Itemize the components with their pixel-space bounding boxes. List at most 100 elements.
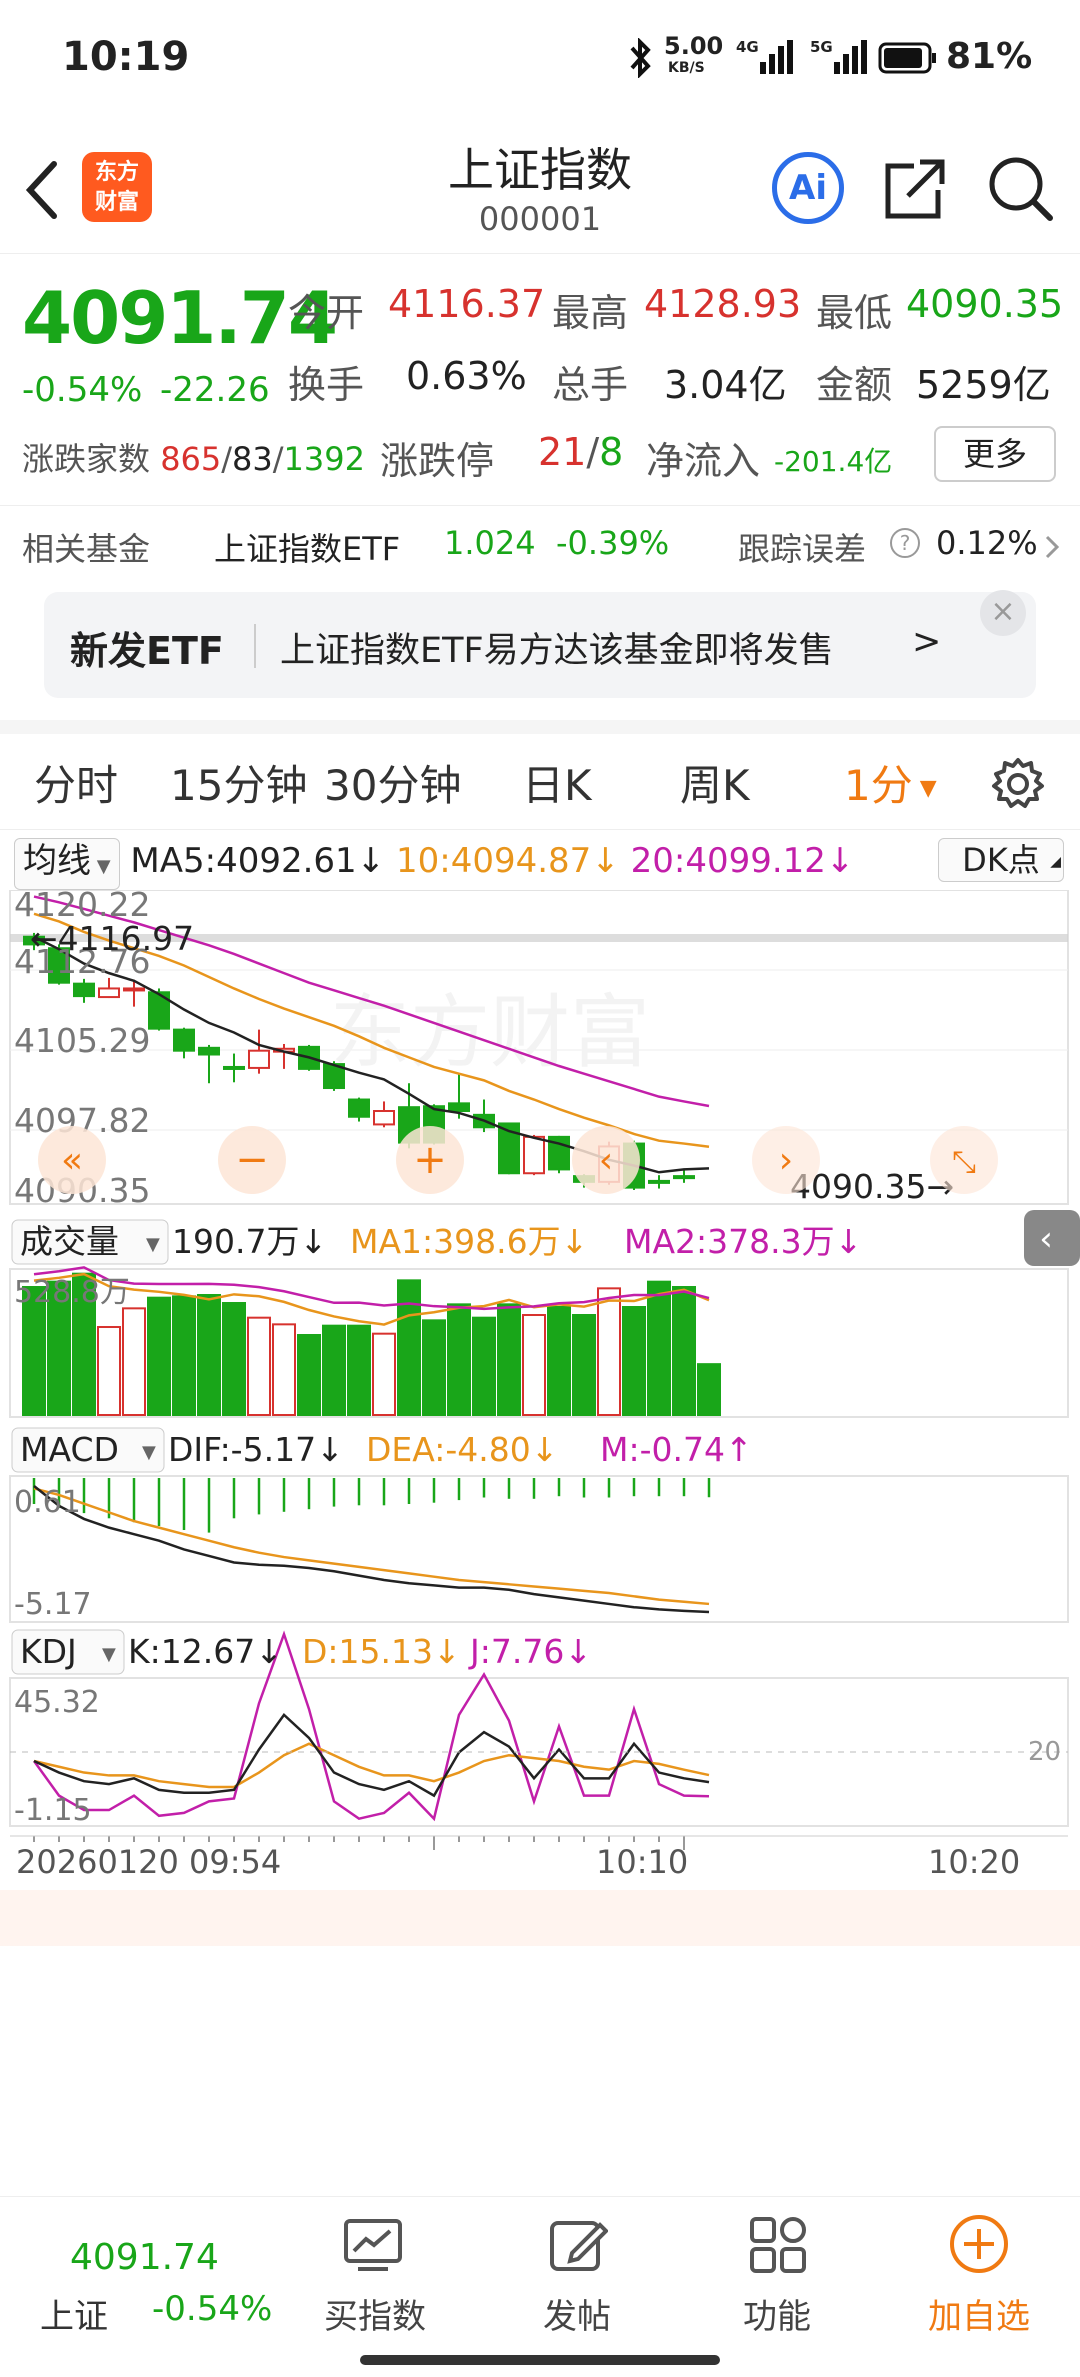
candle-body: [98, 987, 120, 999]
volume-bar: [97, 1326, 121, 1417]
ma10-value: 10:4094.87↓: [395, 841, 620, 881]
kline-chart-area[interactable]: 均线 ▼ MA5:4092.61↓ 10:4094.87↓ 20:4099.12…: [0, 830, 1080, 2130]
bottom-pct: -0.54%: [152, 2289, 273, 2329]
brand-logo-line2: 财富: [94, 190, 139, 215]
dk-point-button[interactable]: DK点 ◢: [938, 838, 1064, 882]
volume-bar: [372, 1332, 396, 1416]
page-title: 上证指数: [448, 143, 632, 197]
brand-logo-line1: 东方: [94, 160, 139, 185]
rewind-button[interactable]: «: [38, 1126, 106, 1194]
ma-selector[interactable]: 均线 ▼: [14, 838, 120, 890]
ma-legend: 均线 ▼ MA5:4092.61↓ 10:4094.87↓ 20:4099.12…: [14, 838, 854, 890]
help-icon[interactable]: ?: [890, 528, 920, 558]
chevron-right-icon: ›: [779, 1140, 793, 1181]
share-icon[interactable]: [880, 154, 950, 224]
functions-label: 功能: [743, 2297, 811, 2337]
limit-values: 21/8: [538, 430, 623, 474]
add-watchlist-button[interactable]: 加自选: [902, 2197, 1056, 2377]
breadth-up: 865: [160, 440, 222, 478]
reset-zoom-button[interactable]: ⤡: [930, 1126, 998, 1194]
search-icon[interactable]: [984, 152, 1058, 226]
fund-name: 上证指数ETF: [214, 530, 401, 568]
open-value: 4116.37: [388, 282, 546, 326]
volume-bar: [522, 1314, 546, 1417]
back-icon[interactable]: [22, 158, 62, 222]
home-indicator: [360, 2355, 720, 2365]
collapse-side-button[interactable]: ‹: [1024, 1210, 1080, 1266]
volume-selector-caret-icon: ▼: [146, 1234, 160, 1255]
amount-value: 5259亿: [916, 363, 1051, 407]
kdj-pane: [32, 1630, 710, 1850]
candle-body: [648, 1179, 670, 1184]
volume-bar: [322, 1324, 346, 1416]
kdj-selector-caret-icon: ▼: [102, 1644, 116, 1665]
kdj-j-line: [32, 1630, 710, 1822]
tab-weekly-k[interactable]: 周K: [680, 761, 750, 810]
time-label-1010: 10:10: [596, 1843, 688, 1881]
fund-price: 1.024: [444, 524, 536, 562]
volume-value: 3.04亿: [664, 363, 787, 407]
banner-divider: [254, 624, 256, 668]
zoom-in-button[interactable]: +: [396, 1126, 464, 1194]
macd-axis-bottom: -5.17: [14, 1587, 92, 1622]
tab-15min[interactable]: 15分钟: [170, 761, 308, 810]
section-separator: [0, 720, 1080, 734]
banner-text: 上证指数ETF易方达该基金即将发售: [280, 631, 834, 671]
volume-bar: [47, 1280, 71, 1416]
ma-selector-caret-icon: ▼: [91, 856, 111, 877]
grid-apps-icon: [750, 2217, 806, 2273]
chart-svg[interactable]: 东方财富 4120.22 4112.76 4105.29 4097.82 409…: [0, 890, 1080, 2130]
macd-dif: DIF:-5.17↓: [168, 1430, 344, 1469]
tab-1min[interactable]: 1分 ▼: [844, 752, 937, 813]
volume-legend: 成交量 ▼ 190.7万↓ MA1:398.6万↓ MA2:378.3万↓: [11, 1219, 862, 1265]
candle-body: [123, 987, 145, 992]
volume-bar: [447, 1303, 471, 1417]
volume-bar: [272, 1323, 296, 1417]
volume-selector[interactable]: [11, 1219, 169, 1265]
high-value: 4128.93: [644, 282, 802, 326]
ma-selector-label: 均线: [23, 841, 91, 881]
volume-bar: [22, 1286, 46, 1417]
candle-body: [498, 1122, 520, 1175]
high-price-marker: ←4116.97: [30, 919, 194, 958]
candle-body: [173, 1028, 195, 1052]
macd-selector[interactable]: [11, 1427, 165, 1473]
change-percent: -0.54%: [22, 370, 143, 410]
chart-trend-icon: [344, 2219, 402, 2271]
price-axis-label: 4112.76: [14, 942, 150, 981]
new-etf-banner[interactable]: 新发ETF 上证指数ETF易方达该基金即将发售 > ×: [44, 590, 1036, 698]
candle-body: [198, 1046, 220, 1056]
kdj-selector[interactable]: [11, 1629, 125, 1675]
step-left-button[interactable]: ‹: [572, 1126, 640, 1194]
volume-bar: [647, 1280, 671, 1416]
volume-bar: [197, 1294, 221, 1417]
tab-timeshare[interactable]: 分时: [34, 761, 119, 810]
volume-label: 总手: [552, 363, 629, 407]
ai-button[interactable]: Ai: [772, 152, 844, 224]
candle-body: [223, 1065, 245, 1070]
volume-bar: [222, 1302, 246, 1416]
settings-gear-icon[interactable]: [990, 756, 1046, 812]
volume-bar: [247, 1316, 271, 1416]
kdj-k: K:12.67↓: [128, 1632, 283, 1671]
brand-logo[interactable]: 东方 财富: [82, 152, 152, 222]
close-icon[interactable]: ×: [980, 590, 1026, 636]
breadth-label: 涨跌家数: [22, 440, 151, 478]
more-button[interactable]: 更多: [934, 426, 1056, 482]
tab-30min[interactable]: 30分钟: [324, 761, 462, 810]
related-fund-row[interactable]: 相关基金 上证指数ETF 1.024 -0.39% 跟踪误差 ? 0.12%: [0, 506, 1080, 590]
zoom-out-button[interactable]: −: [218, 1126, 286, 1194]
tab-daily-k[interactable]: 日K: [522, 761, 592, 810]
chevron-right-icon: [1045, 535, 1060, 559]
banner-arrow: >: [912, 622, 942, 662]
buy-index-button[interactable]: 买指数: [300, 2197, 450, 2377]
kdj-selector-label: KDJ: [20, 1632, 77, 1671]
functions-button[interactable]: 功能: [702, 2197, 852, 2377]
volume-bar: [572, 1314, 596, 1417]
battery-level: 81%: [946, 36, 1033, 77]
price-axis-label: 4120.22: [14, 890, 150, 924]
candle-body: [73, 982, 95, 998]
bottom-index-name: 上证: [40, 2297, 108, 2337]
step-right-button[interactable]: ›: [752, 1126, 820, 1194]
post-button[interactable]: 发帖: [502, 2197, 652, 2377]
